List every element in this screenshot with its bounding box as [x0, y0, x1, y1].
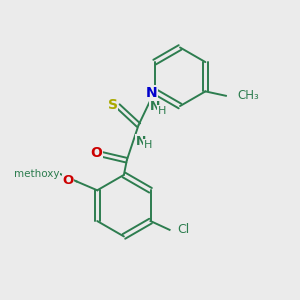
- Text: Cl: Cl: [177, 223, 189, 236]
- Text: N: N: [145, 86, 157, 100]
- Text: H: H: [144, 140, 152, 150]
- Text: N: N: [150, 100, 160, 113]
- Text: H: H: [158, 106, 166, 116]
- Text: S: S: [108, 98, 118, 112]
- Text: methoxy: methoxy: [14, 169, 59, 178]
- Text: N: N: [136, 135, 146, 148]
- Text: O: O: [63, 174, 74, 188]
- Text: O: O: [91, 146, 103, 160]
- Text: CH₃: CH₃: [237, 89, 259, 102]
